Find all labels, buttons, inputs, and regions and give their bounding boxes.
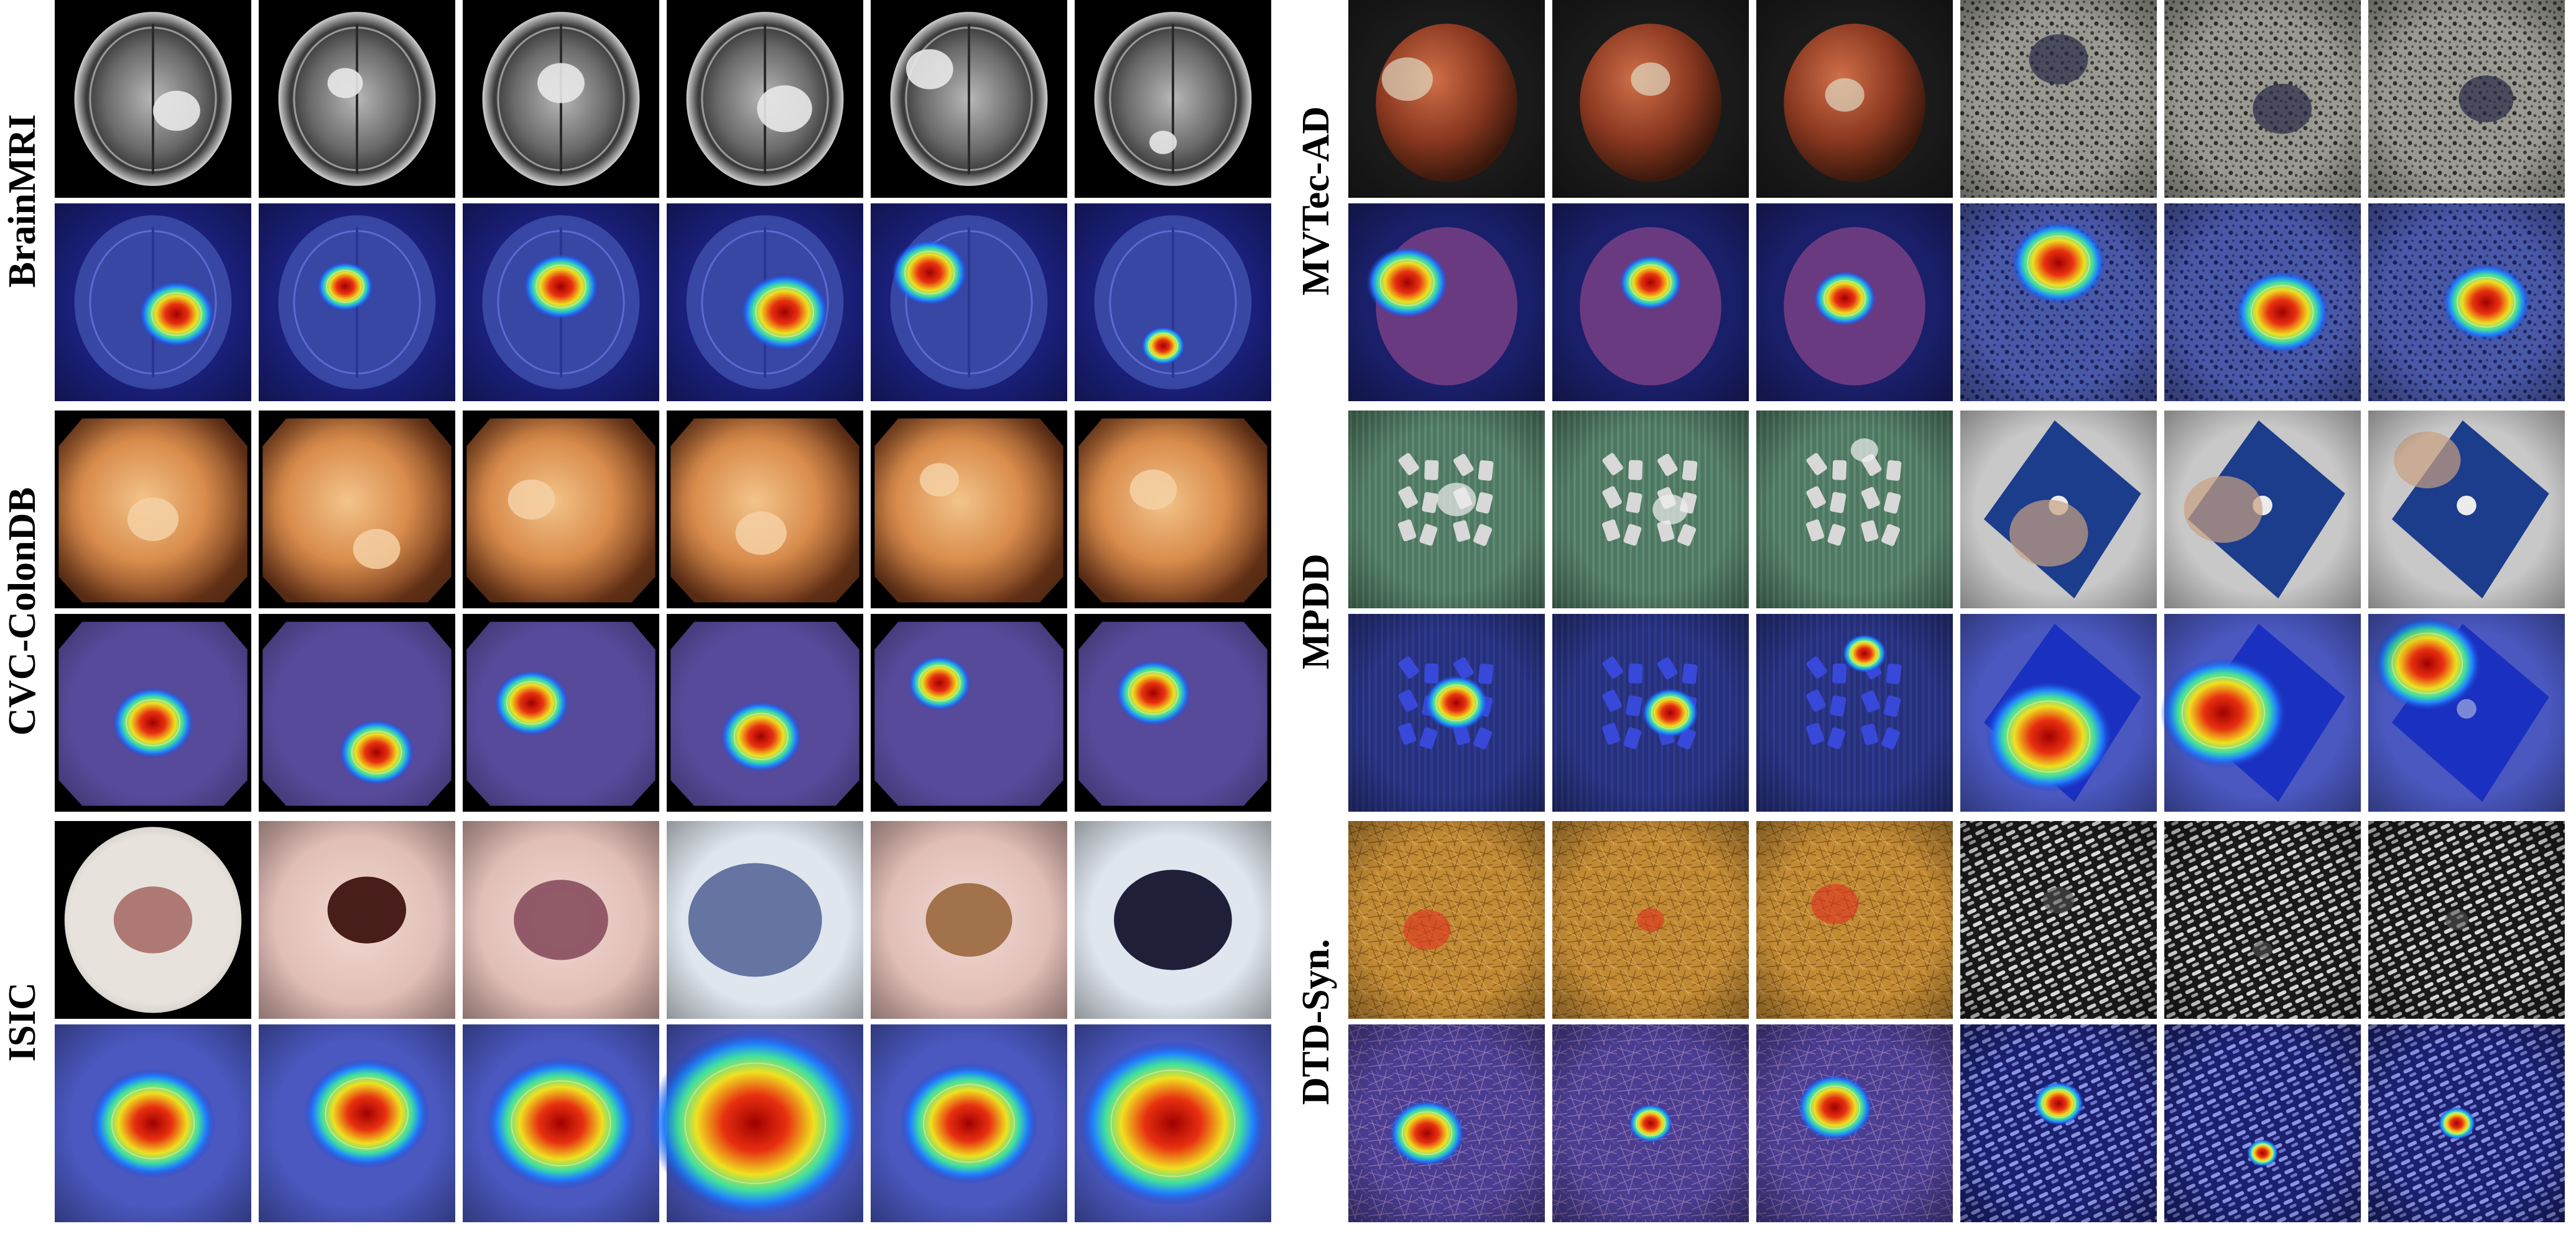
anomaly-map-mri-2 [259,203,455,401]
input-image-skin-5 [871,821,1067,1019]
input-image-colon-5 [871,411,1067,608]
input-image-mvtec-6 [2368,0,2565,198]
anomaly-map-mpdd-1 [1348,614,1545,812]
input-image-dtd-2 [1552,821,1749,1019]
dataset-label: BrainMRI [1,114,44,288]
input-image-mri-2 [259,0,455,198]
anomaly-map-skin-1 [55,1024,251,1222]
anomaly-map-skin-5 [871,1024,1067,1222]
group-colon: CVC-ColonDB [1,411,1271,812]
input-image-mri-4 [667,0,863,198]
input-image-mpdd-3 [1756,411,1953,608]
input-image-mpdd-5 [2164,411,2361,608]
anomaly-map-dtd-1 [1348,1024,1545,1222]
anomaly-map-mpdd-6 [2368,614,2565,812]
dataset-label: MVTec-AD [1295,106,1337,295]
input-image-mri-3 [463,0,659,198]
anomaly-map-colon-2 [259,614,455,812]
input-image-mvtec-2 [1552,0,1749,198]
group-dtd: DTD-Syn. [1295,821,2565,1222]
input-image-skin-1 [55,821,251,1019]
input-image-skin-4 [667,821,863,1019]
anomaly-map-skin-2 [259,1024,455,1222]
anomaly-map-skin-6 [1075,1024,1271,1222]
anomaly-map-mri-6 [1075,203,1271,401]
input-image-colon-4 [667,411,863,608]
anomaly-map-mri-5 [871,203,1067,401]
input-image-dtd-1 [1348,821,1545,1019]
input-image-skin-6 [1075,821,1271,1019]
input-image-colon-1 [55,411,251,608]
right-panel: MVTec-AD MPDD DTD-Syn. [1295,0,2565,1222]
input-image-skin-2 [259,821,455,1019]
input-image-mvtec-5 [2164,0,2361,198]
anomaly-map-colon-3 [463,614,659,812]
anomaly-map-mpdd-3 [1756,614,1953,812]
anomaly-map-skin-3 [463,1024,659,1222]
anomaly-map-dtd-6 [2368,1024,2565,1222]
input-image-dtd-3 [1756,821,1953,1019]
anomaly-map-mvtec-5 [2164,203,2361,401]
anomaly-map-colon-5 [871,614,1067,812]
dataset-label: CVC-ColonDB [1,487,44,736]
anomaly-map-mvtec-3 [1756,203,1953,401]
group-skin: ISIC [1,821,1271,1222]
anomaly-map-mri-3 [463,203,659,401]
anomaly-map-skin-4 [648,1024,863,1222]
input-image-mri-6 [1075,0,1271,198]
input-image-mpdd-6 [2368,411,2565,608]
anomaly-map-mvtec-1 [1348,203,1545,401]
input-image-dtd-4 [1960,821,2157,1019]
left-panel: BrainMRI CVC-ColonDB ISIC [1,0,1271,1222]
dataset-label: MPDD [1295,554,1337,669]
input-image-dtd-6 [2368,821,2565,1019]
anomaly-map-mri-4 [667,203,863,401]
input-image-mpdd-2 [1552,411,1749,608]
anomaly-map-dtd-5 [2164,1024,2361,1222]
anomaly-map-colon-4 [667,614,863,812]
input-image-dtd-5 [2164,821,2361,1019]
anomaly-map-mvtec-4 [1960,203,2157,401]
dataset-label: DTD-Syn. [1295,939,1337,1105]
anomaly-map-dtd-4 [1960,1024,2157,1222]
input-image-mvtec-4 [1960,0,2157,198]
anomaly-map-mvtec-2 [1552,203,1749,401]
anomaly-map-dtd-2 [1552,1024,1749,1222]
anomaly-map-colon-1 [55,614,251,812]
anomaly-map-colon-6 [1075,614,1271,812]
input-image-mri-1 [55,0,251,198]
group-mri: BrainMRI [1,0,1271,401]
dataset-label: ISIC [1,982,44,1062]
anomaly-map-mri-1 [55,203,251,401]
input-image-skin-3 [463,821,659,1019]
input-image-mri-5 [871,0,1067,198]
input-image-colon-3 [463,411,659,608]
input-image-colon-6 [1075,411,1271,608]
anomaly-map-mpdd-2 [1552,614,1749,812]
input-image-colon-2 [259,411,455,608]
anomaly-map-dtd-3 [1756,1024,1953,1222]
input-image-mpdd-1 [1348,411,1545,608]
anomaly-map-mpdd-5 [2160,614,2361,812]
input-image-mvtec-3 [1756,0,1953,198]
input-image-mpdd-4 [1960,411,2157,608]
group-mpdd: MPDD [1295,411,2565,812]
anomaly-map-mvtec-6 [2368,203,2565,401]
anomaly-map-mpdd-4 [1960,614,2157,812]
input-image-mvtec-1 [1348,0,1545,198]
group-mvtec: MVTec-AD [1295,0,2565,401]
